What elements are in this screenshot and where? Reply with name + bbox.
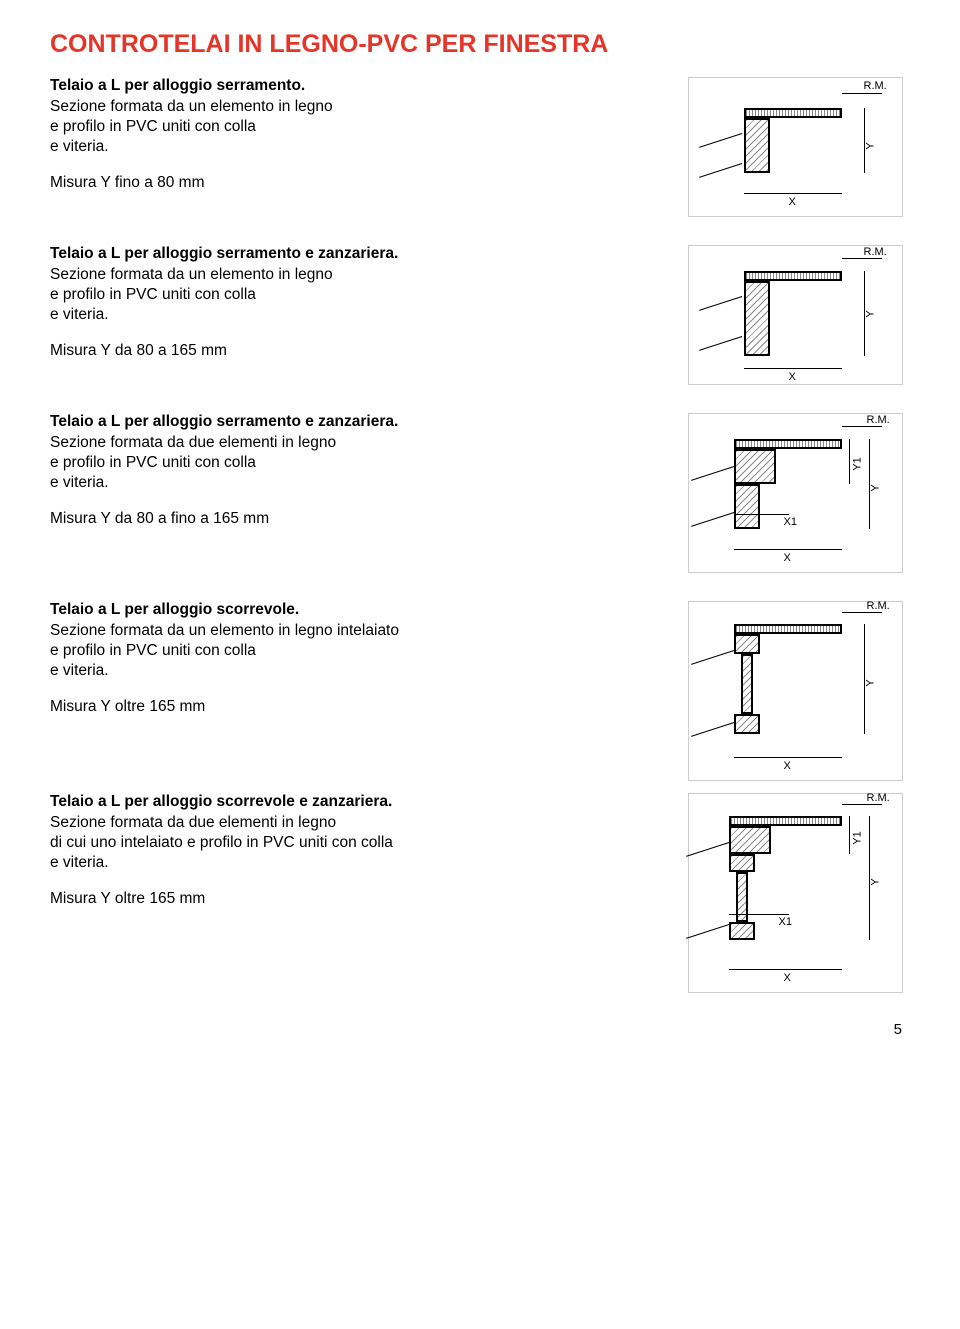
- section-2: Telaio a L per alloggio serramento e zan…: [50, 245, 910, 385]
- fig3-x-label: X: [784, 552, 791, 564]
- text-col-1: Telaio a L per alloggio serramento. Sezi…: [50, 77, 680, 217]
- desc-4-l2: e profilo in PVC uniti con colla: [50, 641, 660, 661]
- fig4-x-label: X: [784, 760, 791, 772]
- fig2-rm-label: R.M.: [864, 246, 887, 258]
- fig3-y1-label: Y1: [851, 457, 863, 470]
- fig3-rm-label: R.M.: [867, 414, 890, 426]
- fig1-x-label: X: [789, 196, 796, 208]
- desc-1-l1: Sezione formata da un elemento in legno: [50, 97, 660, 117]
- desc-4-l3: e viteria.: [50, 661, 660, 681]
- fig-col-4: X Y R.M.: [680, 601, 910, 781]
- subtitle-1: Telaio a L per alloggio serramento.: [50, 77, 660, 95]
- section-5: Telaio a L per alloggio scorrevole e zan…: [50, 793, 910, 993]
- fig4-rm-label: R.M.: [867, 600, 890, 612]
- fig5-y1-label: Y1: [851, 831, 863, 844]
- desc-2-l2: e profilo in PVC uniti con colla: [50, 285, 660, 305]
- text-col-3: Telaio a L per alloggio serramento e zan…: [50, 413, 680, 573]
- desc-5-l1: Sezione formata da due elementi in legno: [50, 813, 660, 833]
- section-3: Telaio a L per alloggio serramento e zan…: [50, 413, 910, 573]
- fig3-y-label: Y: [869, 484, 881, 491]
- page-number: 5: [50, 1021, 910, 1038]
- fig5-rm-label: R.M.: [867, 792, 890, 804]
- figure-2: X Y R.M.: [688, 245, 903, 385]
- figure-1: X Y R.M.: [688, 77, 903, 217]
- text-col-5: Telaio a L per alloggio scorrevole e zan…: [50, 793, 680, 993]
- main-title: CONTROTELAI IN LEGNO-PVC PER FINESTRA: [50, 30, 910, 59]
- section-4: Telaio a L per alloggio scorrevole. Sezi…: [50, 601, 910, 781]
- fig3-x1-label: X1: [784, 516, 797, 528]
- measure-4: Misura Y oltre 165 mm: [50, 698, 660, 716]
- measure-5: Misura Y oltre 165 mm: [50, 890, 660, 908]
- desc-4-l1: Sezione formata da un elemento in legno …: [50, 621, 660, 641]
- desc-5-l3: e viteria.: [50, 853, 660, 873]
- figure-4: X Y R.M.: [688, 601, 903, 781]
- fig-col-5: X1 X Y1 Y R.M.: [680, 793, 910, 993]
- text-col-2: Telaio a L per alloggio serramento e zan…: [50, 245, 680, 385]
- fig-col-2: X Y R.M.: [680, 245, 910, 385]
- fig-col-1: X Y R.M.: [680, 77, 910, 217]
- desc-3-l2: e profilo in PVC uniti con colla: [50, 453, 660, 473]
- desc-3-l3: e viteria.: [50, 473, 660, 493]
- fig1-rm-label: R.M.: [864, 80, 887, 92]
- fig5-x1-label: X1: [779, 916, 792, 928]
- measure-1: Misura Y fino a 80 mm: [50, 174, 660, 192]
- desc-1-l3: e viteria.: [50, 137, 660, 157]
- desc-3-l1: Sezione formata da due elementi in legno: [50, 433, 660, 453]
- fig-col-3: X1 X Y1 Y R.M.: [680, 413, 910, 573]
- desc-5-l2: di cui uno intelaiato e profilo in PVC u…: [50, 833, 660, 853]
- subtitle-4: Telaio a L per alloggio scorrevole.: [50, 601, 660, 619]
- figure-5: X1 X Y1 Y R.M.: [688, 793, 903, 993]
- fig1-y-label: Y: [864, 142, 876, 149]
- desc-2-l3: e viteria.: [50, 305, 660, 325]
- fig5-x-label: X: [784, 972, 791, 984]
- subtitle-2: Telaio a L per alloggio serramento e zan…: [50, 245, 660, 263]
- fig4-y-label: Y: [864, 679, 876, 686]
- fig2-x-label: X: [789, 371, 796, 383]
- figure-3: X1 X Y1 Y R.M.: [688, 413, 903, 573]
- fig5-y-label: Y: [869, 878, 881, 885]
- desc-1-l2: e profilo in PVC uniti con colla: [50, 117, 660, 137]
- desc-2-l1: Sezione formata da un elemento in legno: [50, 265, 660, 285]
- measure-3: Misura Y da 80 a fino a 165 mm: [50, 510, 660, 528]
- subtitle-5: Telaio a L per alloggio scorrevole e zan…: [50, 793, 660, 811]
- measure-2: Misura Y da 80 a 165 mm: [50, 342, 660, 360]
- section-1: Telaio a L per alloggio serramento. Sezi…: [50, 77, 910, 217]
- fig2-y-label: Y: [864, 310, 876, 317]
- subtitle-3: Telaio a L per alloggio serramento e zan…: [50, 413, 660, 431]
- text-col-4: Telaio a L per alloggio scorrevole. Sezi…: [50, 601, 680, 781]
